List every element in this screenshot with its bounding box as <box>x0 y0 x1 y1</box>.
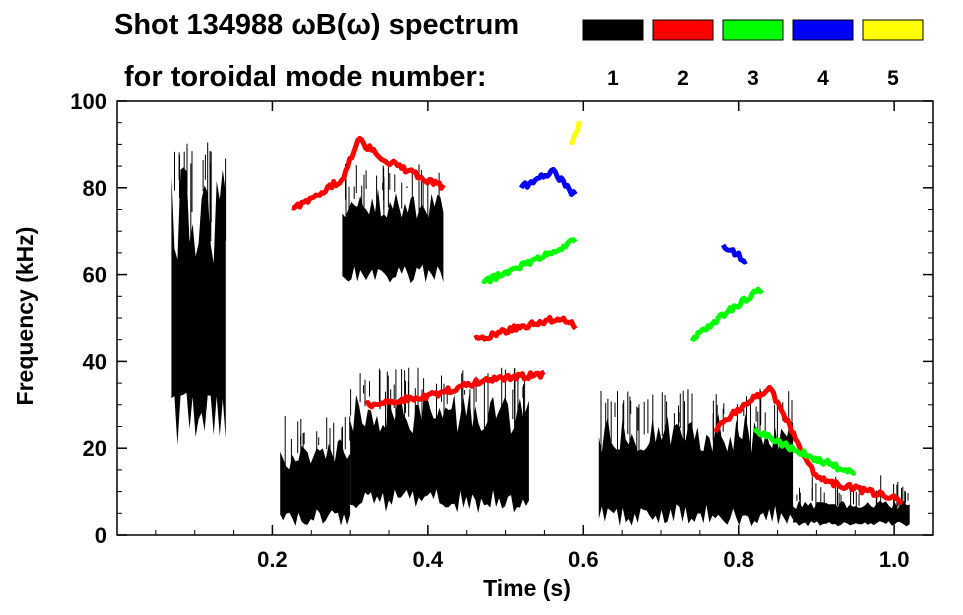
x-tick-label: 0.2 <box>257 547 288 572</box>
legend-label-mode-3: 3 <box>747 67 759 90</box>
series-mode-4 <box>518 166 748 265</box>
x-tick-label: 1.0 <box>879 547 910 572</box>
legend-swatch-mode-2 <box>652 19 714 41</box>
mode-5-band-0 <box>569 120 582 146</box>
chart-subtitle: for toroidal mode number: <box>124 61 487 93</box>
mode-3-band-0 <box>481 237 578 285</box>
plot-data <box>171 120 910 527</box>
y-tick-label: 100 <box>70 89 107 114</box>
mode-3-band-2 <box>752 426 857 476</box>
legend: 1 2 3 4 5 <box>582 19 924 90</box>
mode-1-region-0 <box>171 167 226 446</box>
legend-swatch-mode-4 <box>792 19 854 41</box>
mode-1-region-4 <box>598 413 794 527</box>
axes: 0.2 0.4 0.6 0.8 1.0 0 20 40 60 80 100 <box>70 89 934 572</box>
legend-label-mode-5: 5 <box>887 67 899 90</box>
legend-label-mode-2: 2 <box>677 67 689 90</box>
legend-swatch-mode-1 <box>582 19 644 41</box>
y-tick-label: 0 <box>95 523 107 548</box>
mode-1-region-3 <box>350 394 529 513</box>
chart-title: Shot 134988 ωB(ω) spectrum <box>114 9 519 41</box>
mode-1-region-5 <box>793 500 910 527</box>
legend-swatch-mode-3 <box>722 19 784 41</box>
legend-label-mode-1: 1 <box>607 67 619 90</box>
mode-2-band-0 <box>291 136 446 211</box>
mode-2-band-3 <box>713 384 904 506</box>
mode-2-band-2 <box>364 369 546 410</box>
mode-2-band-1 <box>473 314 578 342</box>
x-tick-label: 0.4 <box>413 547 444 572</box>
x-axis-label: Time (s) <box>483 575 571 601</box>
y-tick-label: 80 <box>83 176 107 201</box>
y-axis-label: Frequency (kHz) <box>12 227 38 406</box>
series-mode-3 <box>481 237 857 476</box>
series-mode-2 <box>291 136 904 506</box>
mode-4-band-0 <box>518 166 578 197</box>
series-mode-5 <box>569 120 582 146</box>
mode-4-band-1 <box>721 243 748 265</box>
mode-1-region-2 <box>342 188 444 284</box>
mode-1-region-1 <box>280 440 351 526</box>
y-tick-label: 20 <box>83 436 107 461</box>
x-tick-label: 0.8 <box>723 547 754 572</box>
legend-swatch-mode-5 <box>862 19 924 41</box>
mode-3-band-1 <box>689 286 764 343</box>
series-mode-1 <box>171 142 910 527</box>
x-tick-label: 0.6 <box>568 547 599 572</box>
legend-label-mode-4: 4 <box>817 67 829 90</box>
y-tick-label: 40 <box>83 349 107 374</box>
y-tick-label: 60 <box>83 263 107 288</box>
